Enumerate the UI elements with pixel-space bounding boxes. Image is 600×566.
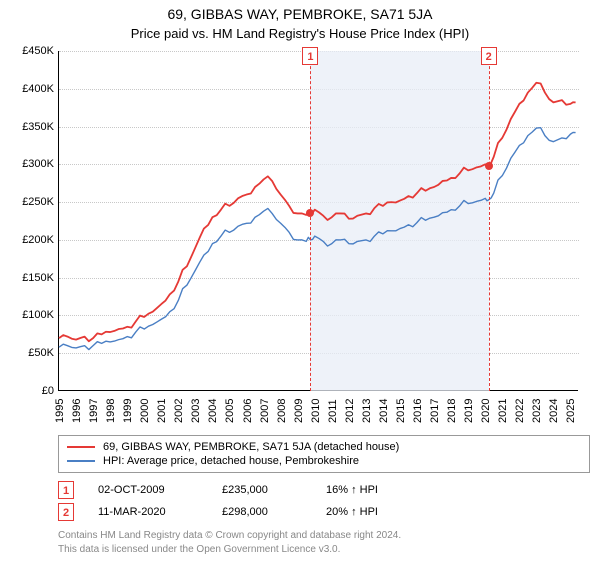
y-tick-label: £350K [10, 121, 58, 133]
x-tick-label: 1998 [105, 399, 117, 423]
event-marker-dot [306, 209, 314, 217]
x-tick-label: 1997 [88, 399, 100, 423]
x-tick-label: 2022 [514, 399, 526, 423]
x-tick-label: 2013 [361, 399, 373, 423]
footer-line: This data is licensed under the Open Gov… [58, 543, 590, 557]
x-axis: 1995199619971998199920002001200220032004… [58, 391, 578, 431]
x-tick-label: 1999 [122, 399, 134, 423]
y-axis: £0£50K£100K£150K£200K£250K£300K£350K£400… [10, 51, 58, 391]
legend-label: 69, GIBBAS WAY, PEMBROKE, SA71 5JA (deta… [103, 441, 399, 453]
chart-lines [59, 51, 579, 391]
event-marker-line [310, 51, 311, 391]
x-tick-label: 2011 [327, 399, 339, 423]
event-marker-dot [485, 162, 493, 170]
legend-item: HPI: Average price, detached house, Pemb… [67, 454, 581, 468]
y-tick-label: £250K [10, 196, 58, 208]
page-title: 69, GIBBAS WAY, PEMBROKE, SA71 5JA [0, 6, 600, 22]
footer-attribution: Contains HM Land Registry data © Crown c… [58, 529, 590, 556]
y-tick-label: £400K [10, 83, 58, 95]
event-number: 2 [58, 503, 74, 521]
event-pct: 16% ↑ HPI [326, 484, 426, 496]
legend-label: HPI: Average price, detached house, Pemb… [103, 455, 359, 467]
plot-area: 12 [58, 51, 578, 391]
x-tick-label: 2002 [173, 399, 185, 423]
x-tick-label: 2018 [446, 399, 458, 423]
event-marker-box: 2 [481, 47, 497, 65]
x-tick-label: 1995 [54, 399, 66, 423]
x-tick-label: 2025 [565, 399, 577, 423]
y-tick-label: £150K [10, 272, 58, 284]
x-tick-label: 2004 [207, 399, 219, 423]
legend-item: 69, GIBBAS WAY, PEMBROKE, SA71 5JA (deta… [67, 440, 581, 454]
x-tick-label: 2015 [395, 399, 407, 423]
events-table: 1 02-OCT-2009 £235,000 16% ↑ HPI 2 11-MAR-202… [58, 479, 590, 523]
x-tick-label: 2001 [156, 399, 168, 423]
x-tick-label: 2009 [293, 399, 305, 423]
y-tick-label: £100K [10, 309, 58, 321]
footer-line: Contains HM Land Registry data © Crown c… [58, 529, 590, 543]
x-tick-label: 2012 [344, 399, 356, 423]
x-tick-label: 2010 [310, 399, 322, 423]
x-tick-label: 1996 [71, 399, 83, 423]
x-tick-label: 2008 [276, 399, 288, 423]
x-tick-label: 2021 [497, 399, 509, 423]
chart-container: £0 £50K £100K £150K £200K £250K £300K £350K £400… [10, 51, 590, 431]
x-tick-label: 2017 [429, 399, 441, 423]
x-tick-label: 2020 [480, 399, 492, 423]
x-tick-label: 2005 [224, 399, 236, 423]
y-tick-label: £0 [10, 385, 58, 397]
series-line [59, 128, 576, 350]
legend: 69, GIBBAS WAY, PEMBROKE, SA71 5JA (deta… [58, 435, 590, 473]
legend-swatch [67, 460, 95, 462]
event-marker-line [489, 51, 490, 391]
event-row: 2 11-MAR-2020 £298,000 20% ↑ HPI [58, 501, 590, 523]
y-tick-label: £300K [10, 158, 58, 170]
x-tick-label: 2006 [242, 399, 254, 423]
x-tick-label: 2000 [139, 399, 151, 423]
x-tick-label: 2014 [378, 399, 390, 423]
event-price: £235,000 [222, 484, 302, 496]
series-line [59, 83, 576, 342]
event-number: 1 [58, 481, 74, 499]
legend-swatch [67, 446, 95, 448]
x-tick-label: 2024 [548, 399, 560, 423]
event-date: 02-OCT-2009 [98, 484, 198, 496]
x-tick-label: 2019 [463, 399, 475, 423]
y-tick-label: £200K [10, 234, 58, 246]
page-subtitle: Price paid vs. HM Land Registry's House … [0, 26, 600, 41]
y-tick-label: £450K [10, 45, 58, 57]
x-tick-label: 2003 [190, 399, 202, 423]
x-tick-label: 2007 [259, 399, 271, 423]
event-row: 1 02-OCT-2009 £235,000 16% ↑ HPI [58, 479, 590, 501]
event-date: 11-MAR-2020 [98, 506, 198, 518]
x-tick-label: 2016 [412, 399, 424, 423]
event-price: £298,000 [222, 506, 302, 518]
y-tick-label: £50K [10, 347, 58, 359]
event-pct: 20% ↑ HPI [326, 506, 426, 518]
event-marker-box: 1 [302, 47, 318, 65]
x-tick-label: 2023 [531, 399, 543, 423]
